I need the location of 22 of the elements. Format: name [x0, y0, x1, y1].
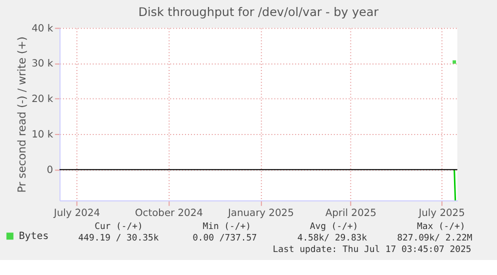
chart-title: Disk throughput for /dev/ol/var - by year [138, 4, 379, 19]
x-tick-label: April 2025 [325, 208, 376, 219]
text: 827.09k/ 2.22M [397, 234, 472, 244]
text: Last update: Thu Jul 17 03:45:07 2025 [272, 245, 472, 256]
text: Cur (-/+) [94, 222, 143, 232]
x-tick-label: July 2025 [418, 208, 465, 219]
y-tick-label: 20 k [32, 94, 54, 106]
x-tick-label: July 2024 [52, 208, 100, 219]
text: 449.19 / 30.35k [78, 234, 160, 244]
y-tick-label: 10 k [32, 130, 54, 141]
text: 0.00 /737.57 [192, 234, 257, 244]
y-axis-title: Pr second read (-) / write (+) [16, 36, 29, 193]
text: 4.58k/ 29.83k [297, 234, 368, 244]
text: Avg (-/+) [310, 222, 358, 232]
y-tick-label: 30 k [32, 58, 54, 70]
x-tick-label: January 2025 [226, 208, 294, 219]
x-tick-label: October 2024 [134, 208, 203, 219]
text: Max (-/+) [416, 222, 466, 232]
legend-label: Bytes [18, 231, 49, 242]
y-tick-label: 40 k [32, 23, 54, 34]
text: Min (-/+) [202, 222, 251, 232]
y-tick-label: 0 [46, 165, 54, 176]
